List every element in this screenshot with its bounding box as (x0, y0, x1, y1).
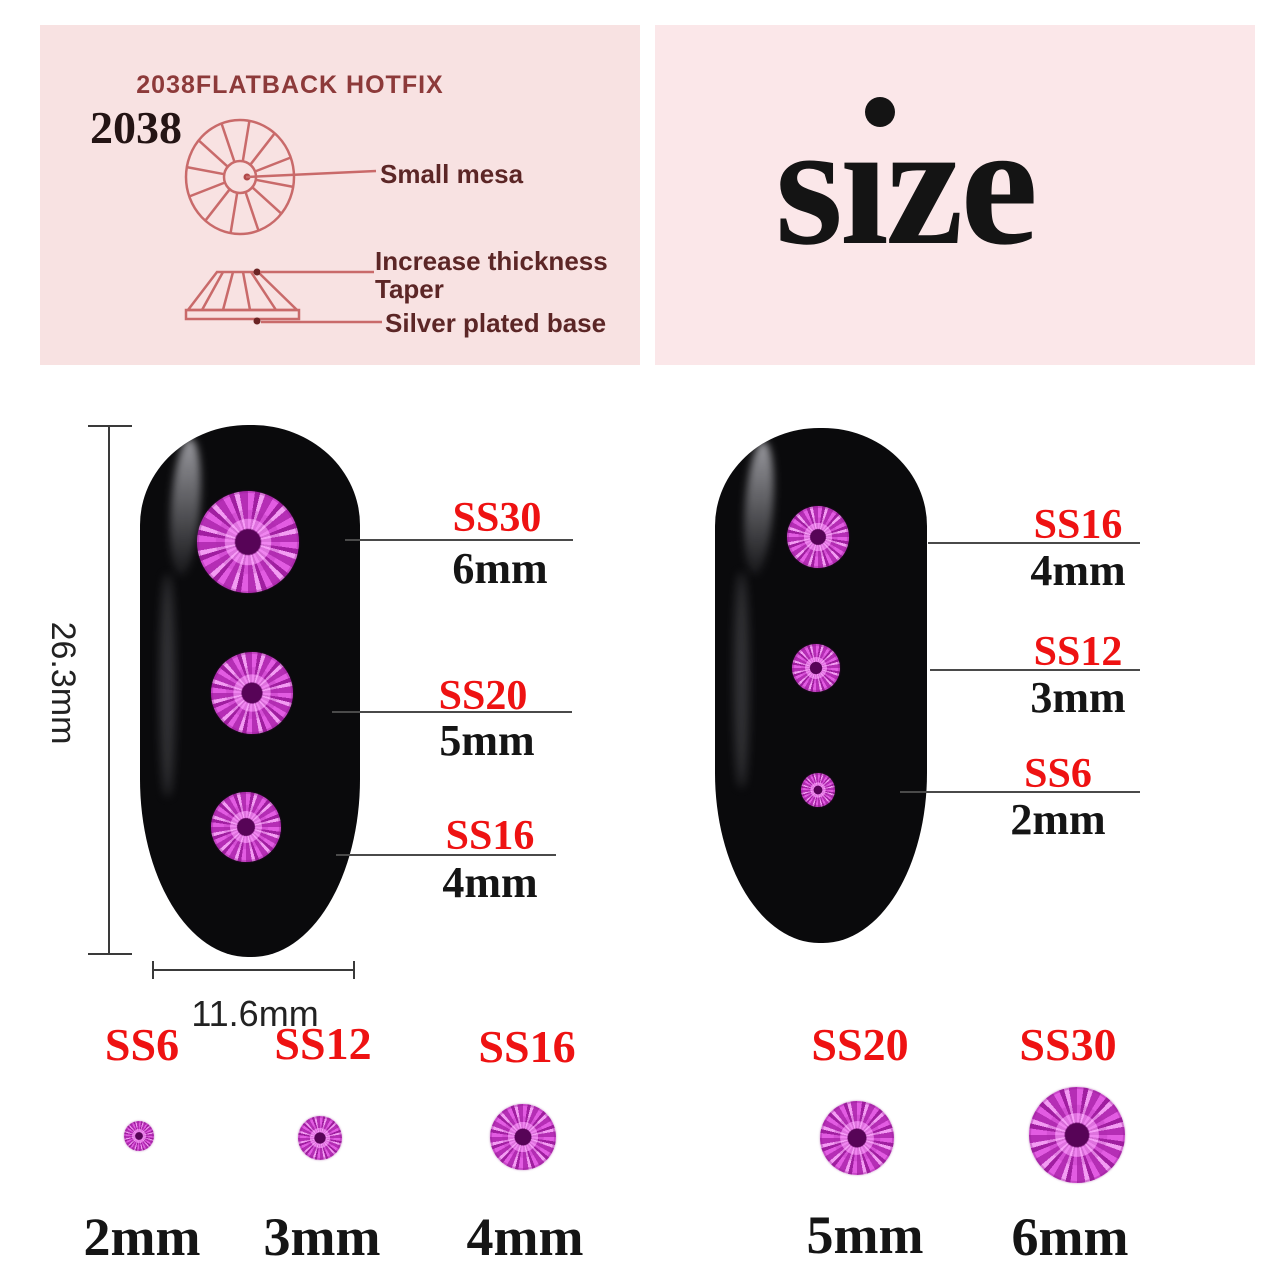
size-panel: sıze (655, 25, 1255, 365)
rhinestone-ss16-sample (490, 1104, 556, 1170)
stone-code-label: SS16 (1033, 502, 1123, 548)
stone-code-label: SS30 (452, 495, 542, 541)
leader-line (332, 711, 572, 713)
rhinestone-ss12-sample (298, 1116, 342, 1160)
rhinestone-ss30-sample (1029, 1087, 1125, 1183)
chart-code-ss12: SS12 (274, 1018, 372, 1069)
width-measure-tick-right (353, 961, 355, 979)
stone-size-label: 2mm (1010, 795, 1106, 844)
stone-size-label: 4mm (442, 858, 538, 907)
chart-size-5mm: 5mm (806, 1205, 924, 1265)
chart-size-3mm: 3mm (263, 1207, 381, 1267)
leader-line (900, 791, 1140, 793)
stone-code-label: SS6 (1024, 751, 1092, 797)
rhinestone-ss20-sample (820, 1101, 894, 1175)
height-measure-tick-bottom (88, 953, 132, 955)
callout-silver-plated-base: Silver plated base (385, 308, 607, 338)
chart-size-2mm: 2mm (83, 1207, 201, 1267)
model-number: 2038 (90, 102, 182, 153)
stone-size-label: 4mm (1030, 546, 1126, 595)
stone-size-label: 6mm (452, 544, 548, 593)
width-measure-tick-left (152, 961, 154, 979)
leader-line (345, 539, 573, 541)
rhinestone-ss6 (801, 773, 835, 807)
stone-size-label: 5mm (439, 716, 535, 765)
rhinestone-diagram (184, 118, 382, 325)
chart-size-4mm: 4mm (466, 1207, 584, 1267)
stone-code-label: SS16 (445, 813, 535, 859)
callout-increase-thickness: Increase thickness (375, 246, 608, 276)
leader-line (928, 542, 1140, 544)
rhinestone-ss6-sample (124, 1121, 154, 1151)
i-dot (865, 97, 895, 127)
spec-title: 2038FLATBACK HOTFIX (136, 71, 444, 99)
rhinestone-ss12 (792, 644, 840, 692)
leader-line (930, 669, 1140, 671)
nail-height-value: 26.3mm (44, 621, 82, 745)
stone-size-label: 3mm (1030, 673, 1126, 722)
chart-code-ss20: SS20 (811, 1019, 909, 1070)
height-measure-tick-top (88, 425, 132, 427)
chart-code-ss16: SS16 (478, 1021, 576, 1072)
chart-code-ss6: SS6 (104, 1019, 180, 1070)
leader-line (336, 854, 556, 856)
chart-size-6mm: 6mm (1011, 1207, 1129, 1267)
stone-code-label: SS12 (1033, 629, 1123, 675)
size-title: sıze (775, 87, 1038, 281)
rhinestone-ss20 (211, 652, 293, 734)
height-measure-line (108, 426, 110, 954)
chart-code-ss30: SS30 (1019, 1019, 1117, 1070)
spec-panel: 2038FLATBACK HOTFIX 2038 Small mesa Incr… (40, 25, 640, 365)
rhinestone-ss16 (211, 792, 281, 862)
callout-small-mesa: Small mesa (380, 159, 524, 189)
callout-taper: Taper (375, 274, 444, 304)
rhinestone-ss30 (197, 491, 299, 593)
nail-width-value: 11.6mm (191, 993, 319, 1034)
width-measure-line (153, 969, 355, 971)
rhinestone-ss16 (787, 506, 849, 568)
